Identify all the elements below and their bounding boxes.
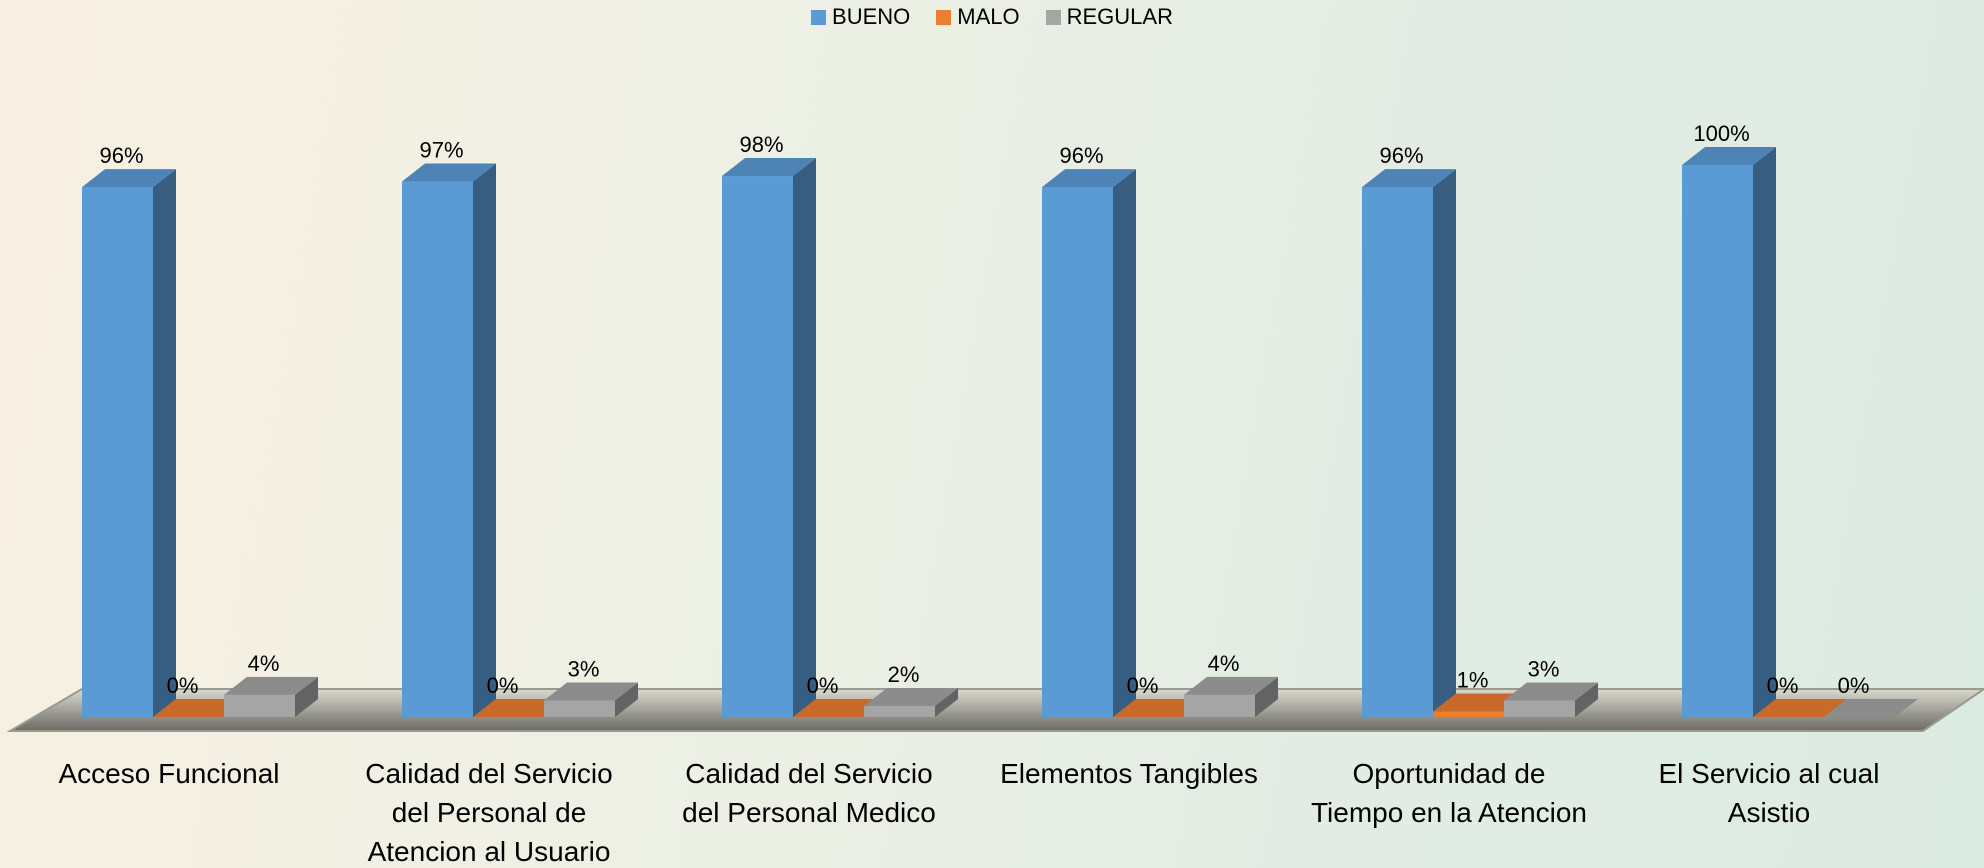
data-label: 98% — [739, 132, 783, 157]
bar-top — [224, 676, 318, 695]
bar — [1184, 676, 1278, 717]
bar-front — [1433, 711, 1504, 717]
x-tick-label: Oportunidad de Tiempo en la Atencion — [1310, 758, 1588, 828]
data-label: 100% — [1693, 121, 1749, 146]
data-label: 0% — [807, 673, 839, 698]
data-label: 0% — [1127, 673, 1159, 698]
data-label: 1% — [1457, 667, 1489, 692]
legend-swatch — [1045, 9, 1061, 25]
legend: BUENO MALO REGULAR — [0, 4, 1984, 30]
bar — [473, 699, 567, 717]
legend-label: REGULAR — [1066, 4, 1173, 29]
bar-top — [473, 699, 567, 717]
bar — [1753, 699, 1847, 717]
x-tick-label: Acceso Funcional — [58, 758, 280, 789]
bar-top — [1113, 699, 1207, 717]
x-tick-label: Calidad del Servicio del Personal Medico — [682, 758, 936, 828]
bar-front — [1682, 165, 1753, 717]
bar — [1113, 699, 1207, 717]
bar-side — [1575, 682, 1598, 717]
bar — [544, 682, 638, 717]
bar — [722, 158, 816, 718]
bar-top — [1824, 699, 1918, 717]
bar-side — [1113, 169, 1136, 717]
bar-top — [1362, 169, 1456, 188]
bar — [1042, 169, 1136, 717]
bar-front — [864, 705, 935, 717]
data-label: 96% — [99, 143, 143, 168]
bar-side — [295, 676, 318, 717]
bar-front — [544, 700, 615, 717]
bar — [1824, 699, 1918, 717]
bar-top — [1504, 682, 1598, 701]
data-label: 96% — [1379, 143, 1423, 168]
data-label: 3% — [568, 656, 600, 681]
legend-swatch — [936, 9, 952, 25]
bar-side — [153, 169, 176, 717]
bar — [864, 687, 958, 717]
bar-side — [615, 682, 638, 717]
bar-front — [402, 181, 473, 717]
bar-front — [224, 694, 295, 717]
bar — [82, 169, 176, 717]
bar-side — [1255, 676, 1278, 717]
bar — [1362, 169, 1456, 717]
bar-top — [1184, 676, 1278, 695]
bar-top — [82, 169, 176, 188]
x-tick-label: El Servicio al cual Asistio — [1658, 758, 1880, 828]
bar — [793, 699, 887, 717]
data-label: 97% — [419, 138, 463, 163]
bar-side — [1433, 169, 1456, 717]
bar-top — [722, 158, 816, 177]
legend-item: MALO — [936, 4, 1020, 30]
x-tick-label: Elementos Tangibles — [1000, 758, 1258, 789]
bar-front — [1184, 694, 1255, 717]
data-label: 2% — [888, 662, 920, 687]
data-label: 0% — [1767, 673, 1799, 698]
data-label: 0% — [167, 673, 199, 698]
bar-front — [1042, 187, 1113, 717]
bar-top — [153, 699, 247, 717]
bar-top — [1433, 693, 1527, 712]
data-label: 0% — [1838, 673, 1870, 698]
bar-side — [473, 163, 496, 717]
legend-item: REGULAR — [1045, 4, 1173, 30]
bar-top — [1682, 147, 1776, 165]
bar-front — [1362, 187, 1433, 717]
bar — [1682, 147, 1776, 717]
bar-front — [1504, 700, 1575, 717]
bar — [224, 676, 318, 717]
bar-top — [864, 687, 958, 706]
bar-top — [793, 699, 887, 717]
bar-top — [402, 163, 496, 182]
bar-side — [793, 158, 816, 718]
bar-side — [1753, 147, 1776, 717]
bar-top — [1042, 169, 1136, 188]
bar — [1504, 682, 1598, 717]
data-label: 4% — [248, 651, 280, 676]
bar-top — [1753, 699, 1847, 717]
legend-label: BUENO — [832, 4, 911, 29]
bar-side — [935, 687, 958, 717]
legend-item: BUENO — [811, 4, 910, 30]
bar-top — [544, 682, 638, 701]
data-label: 96% — [1059, 143, 1103, 168]
bar-front — [722, 176, 793, 718]
bar — [402, 163, 496, 717]
data-label: 4% — [1208, 651, 1240, 676]
x-tick-label: Calidad del Servicio del Personal de Ate… — [365, 758, 613, 867]
bar — [153, 699, 247, 717]
data-label: 0% — [487, 673, 519, 698]
legend-label: MALO — [957, 4, 1020, 29]
legend-swatch — [811, 9, 827, 25]
bar-front — [82, 187, 153, 717]
data-label: 3% — [1528, 656, 1560, 681]
